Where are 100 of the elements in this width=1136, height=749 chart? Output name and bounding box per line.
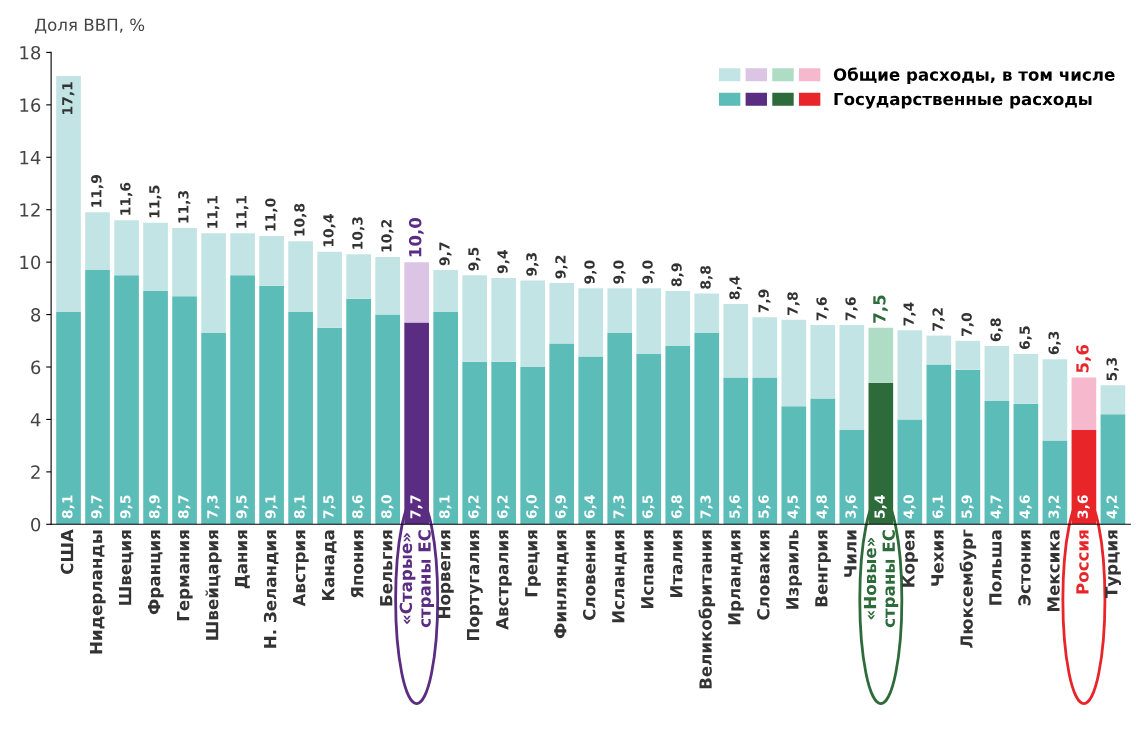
bar	[462, 275, 488, 362]
bar	[230, 233, 255, 276]
data-label: 6,0	[526, 495, 539, 519]
bar	[346, 298, 371, 525]
bar	[143, 290, 168, 525]
data-label: 8,9	[149, 495, 162, 519]
bar	[404, 262, 429, 323]
data-label: 4,8	[816, 495, 829, 519]
bar	[56, 76, 81, 312]
x-tick-label: Франция	[148, 530, 164, 615]
data-label: 8,6	[352, 495, 365, 519]
total-label: 7,6	[845, 297, 858, 321]
bar	[607, 332, 633, 525]
x-tick-label: Исландия	[612, 530, 627, 623]
bar	[839, 429, 865, 525]
x-tick-label: Бельгия	[380, 530, 393, 606]
data-label: 9,7	[91, 495, 104, 519]
total-label: 10,4	[323, 214, 336, 247]
bar	[85, 270, 110, 525]
x-tick-label: Испания	[641, 530, 654, 609]
x-tick-label: Чили	[844, 530, 857, 577]
bar	[781, 406, 807, 525]
y-tick-label: 18	[20, 45, 41, 60]
total-label: 9,0	[584, 260, 597, 284]
bar	[114, 220, 139, 276]
x-tick-label: Финляндия	[554, 530, 569, 639]
bar	[114, 275, 139, 525]
data-label: 8,1	[62, 495, 75, 519]
y-tick-label: 14	[20, 150, 41, 165]
bar	[201, 233, 226, 333]
bar	[433, 311, 458, 525]
bar	[578, 288, 604, 357]
y-tick-label: 2	[31, 465, 40, 479]
y-tick-label: 8	[31, 308, 41, 322]
x-tick-label: Греция	[525, 530, 541, 597]
x-tick-label: Норвегия	[438, 530, 454, 618]
x-tick-label: Италия	[670, 530, 683, 598]
data-label: 7,3	[613, 495, 626, 519]
x-tick-label: Польша	[989, 530, 1002, 605]
total-label: 6,5	[1019, 326, 1032, 350]
bar	[85, 212, 110, 271]
x-tick-label: Н. Зеландия	[263, 530, 279, 648]
bar	[926, 335, 952, 365]
bar	[549, 283, 575, 344]
bar	[868, 327, 894, 383]
data-label: 7,3	[700, 495, 713, 519]
bar	[230, 275, 255, 525]
bar	[1013, 403, 1039, 525]
bar	[752, 377, 778, 525]
bar	[607, 288, 633, 333]
data-label: 4,7	[990, 495, 1003, 519]
bar	[549, 343, 575, 525]
bar	[491, 361, 517, 525]
total-label: 7,5	[873, 295, 888, 323]
total-label: 9,0	[613, 260, 626, 284]
legend-label: Государственные расходы	[834, 92, 1092, 109]
bar	[694, 332, 720, 525]
total-label: 9,4	[497, 249, 510, 274]
bar	[288, 311, 313, 525]
x-tick-label: Германия	[177, 530, 193, 621]
total-label: 11,3	[178, 190, 191, 223]
x-tick-label: Австрия	[293, 530, 309, 607]
total-label: 8,8	[700, 265, 713, 289]
bar	[462, 361, 488, 525]
data-label: 6,2	[468, 495, 481, 519]
x-tick-label: Нидерланды	[89, 530, 106, 654]
bar	[665, 346, 691, 525]
y-tick-label: 12	[20, 203, 40, 217]
bar	[375, 314, 400, 525]
data-label: 5,6	[729, 495, 742, 518]
y-tick-label: 4	[30, 413, 41, 427]
x-tick-label: Эстония	[1018, 530, 1031, 606]
bar	[1071, 377, 1097, 430]
bar	[897, 419, 923, 525]
total-label: 17,1	[62, 82, 75, 114]
bar	[317, 327, 342, 525]
x-tick-label: Мексика	[1047, 530, 1060, 611]
total-label: 6,3	[1048, 331, 1061, 355]
y-tick-label: 10	[20, 255, 41, 270]
bar	[520, 367, 546, 525]
data-label: 3,6	[1077, 495, 1090, 519]
bar	[259, 235, 284, 286]
bar	[810, 325, 836, 399]
x-tick-label: Австралия	[496, 530, 512, 630]
bar	[1042, 440, 1068, 525]
total-label: 6,8	[990, 318, 1003, 342]
x-tick-label: Израиль	[786, 529, 802, 609]
x-tick-label: Швеция	[119, 530, 134, 605]
total-label: 11,9	[91, 175, 104, 207]
x-tick-label: Ирландия	[728, 530, 744, 625]
bar	[288, 241, 313, 312]
data-label: 4,6	[1019, 495, 1032, 519]
bar	[520, 280, 546, 368]
bar	[143, 222, 168, 291]
total-label: 11,0	[265, 198, 278, 231]
total-label: 10,0	[408, 217, 424, 257]
data-label: 5,6	[758, 495, 771, 518]
data-label: 4,5	[787, 495, 800, 519]
bar	[1100, 414, 1126, 525]
x-tick-label: Турция	[1105, 530, 1121, 598]
